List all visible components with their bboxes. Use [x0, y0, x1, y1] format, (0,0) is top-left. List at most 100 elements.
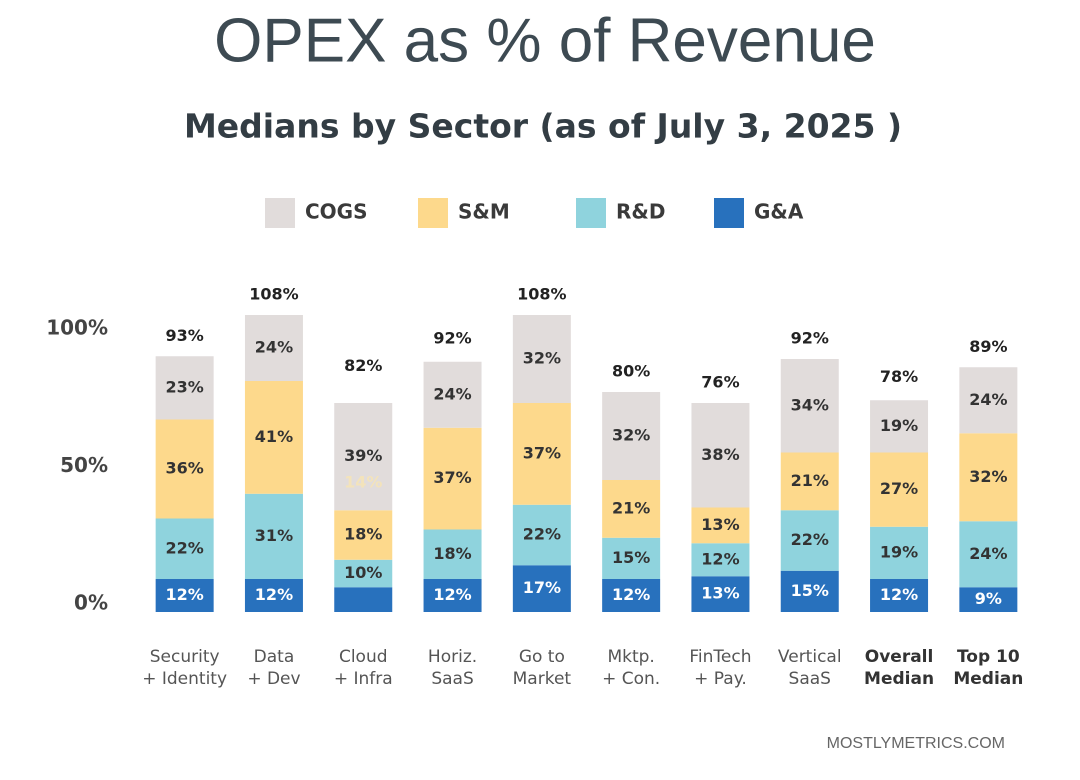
- bar-segment: [780, 452, 839, 511]
- total-label: 76%: [701, 373, 739, 392]
- x-tick-line: + Dev: [247, 669, 300, 689]
- bar-segment: [155, 518, 214, 579]
- legend-label: R&D: [616, 200, 665, 224]
- data-label: 12%: [433, 585, 471, 604]
- x-tick-line: FinTech: [689, 647, 751, 667]
- data-label: 19%: [880, 416, 918, 435]
- x-tick-line: + Con.: [602, 669, 660, 689]
- bar-segment: [423, 529, 482, 579]
- data-label: 32%: [612, 426, 650, 445]
- data-label: 23%: [166, 377, 204, 396]
- bar-segment: [870, 526, 929, 579]
- data-label: 12%: [612, 585, 650, 604]
- legend-swatch: [418, 198, 448, 228]
- bar-segment: [512, 504, 571, 566]
- x-tick-line: SaaS: [431, 669, 473, 689]
- data-label: 39%: [344, 446, 382, 465]
- bar-segment: [512, 565, 571, 612]
- y-tick-label: 0%: [74, 591, 108, 615]
- data-label: 24%: [255, 338, 293, 357]
- x-tick-line: Top 10: [957, 647, 1020, 667]
- source: MOSTLYMETRICS.COM: [827, 735, 1005, 752]
- x-tick-line: Overall: [865, 647, 934, 667]
- data-label: 13%: [701, 515, 739, 534]
- bar-segment: [155, 419, 214, 519]
- data-label: 34%: [791, 395, 829, 414]
- bar-segment: [959, 521, 1018, 588]
- x-tick-label: Mktp. + Con.: [602, 647, 660, 689]
- bar-segment: [334, 559, 393, 588]
- x-tick-line: Median: [864, 669, 934, 689]
- data-label: 18%: [344, 525, 382, 544]
- bar-segment: [602, 480, 661, 538]
- bar-segment: [959, 433, 1018, 522]
- total-label: 78%: [880, 367, 918, 386]
- data-label: 10%: [344, 563, 382, 582]
- data-label: 15%: [791, 581, 829, 600]
- data-label: 12%: [880, 585, 918, 604]
- bar-segment: [155, 579, 214, 612]
- bar-segment: [423, 361, 482, 428]
- bar-segment: [334, 587, 393, 612]
- data-label: 21%: [791, 471, 829, 490]
- legend-swatch: [576, 198, 606, 228]
- data-label: 15%: [612, 548, 650, 567]
- data-label: 9%: [975, 589, 1002, 608]
- data-label: 17%: [523, 578, 561, 597]
- bar-segment: [602, 392, 661, 480]
- bar-segment: [244, 315, 303, 381]
- data-label: 21%: [612, 498, 650, 517]
- x-tick-line: Mktp.: [607, 647, 654, 667]
- data-label: 12%: [166, 585, 204, 604]
- data-label: 12%: [701, 549, 739, 568]
- data-label: 22%: [791, 530, 829, 549]
- data-label: 22%: [166, 538, 204, 557]
- bar-segment: [870, 452, 929, 527]
- data-label: 12%: [255, 585, 293, 604]
- data-label: 37%: [433, 468, 471, 487]
- x-tick-label: Overall Median: [864, 647, 934, 689]
- x-tick-line: + Pay.: [694, 669, 747, 689]
- legend-label: G&A: [754, 200, 804, 224]
- x-tick-label: Cloud + Infra: [334, 647, 393, 689]
- bar-segment: [602, 537, 661, 579]
- x-tick-line: + Infra: [334, 669, 393, 689]
- x-tick-label: FinTech + Pay.: [689, 647, 751, 689]
- bar-segment: [155, 356, 214, 420]
- data-label: 41%: [255, 427, 293, 446]
- legend-swatch: [265, 198, 295, 228]
- x-tick-line: Security: [150, 647, 220, 667]
- x-tick-line: Market: [513, 669, 572, 689]
- total-label: 108%: [249, 285, 298, 304]
- bar-segment: [691, 403, 750, 508]
- legend-swatch: [714, 198, 744, 228]
- data-label: 19%: [880, 542, 918, 561]
- bar-segment: [244, 493, 303, 579]
- bar-segment: [780, 510, 839, 571]
- legend-label: COGS: [305, 200, 368, 224]
- bar-segment: [423, 579, 482, 612]
- bar-segment: [691, 507, 750, 544]
- annotation: 14%: [344, 473, 382, 492]
- data-label: 27%: [880, 479, 918, 498]
- total-label: 80%: [612, 362, 650, 381]
- bar-segment: [244, 579, 303, 612]
- legend-label: S&M: [458, 200, 510, 224]
- data-label: 31%: [255, 526, 293, 545]
- bar-segment: [780, 570, 839, 612]
- bar-segment: [334, 403, 393, 511]
- bar-segment: [244, 381, 303, 494]
- bar-segment: [512, 315, 571, 403]
- data-label: 13%: [701, 584, 739, 603]
- x-tick-line: Median: [953, 669, 1023, 689]
- bar-segment: [512, 403, 571, 505]
- x-tick-line: SaaS: [789, 669, 831, 689]
- bar-segment: [870, 400, 929, 453]
- x-tick-label: Go to Market: [513, 647, 572, 689]
- bar-segment: [959, 587, 1018, 612]
- bar-segment: [780, 359, 839, 453]
- x-tick-label: Vertical SaaS: [778, 647, 842, 689]
- data-label: 22%: [523, 525, 561, 544]
- chart-subtitle: Medians by Sector (as of July 3, 2025 ): [184, 107, 902, 146]
